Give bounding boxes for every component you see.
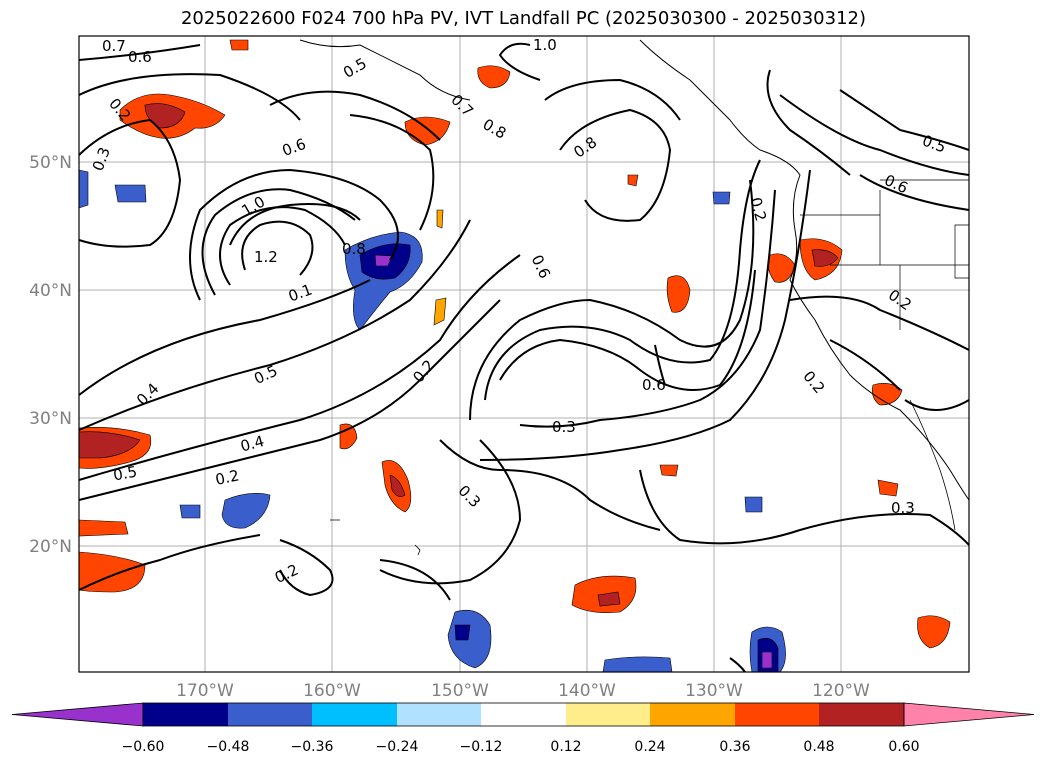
colorbar-tick: 0.24 — [634, 739, 665, 755]
colorbar-extend-max — [903, 702, 1035, 727]
colorbar-tick: −0.12 — [460, 739, 503, 755]
colorbar-segment — [228, 703, 312, 726]
colorbar-tick: −0.36 — [291, 739, 334, 755]
shade-patch — [389, 474, 406, 497]
contour-label: 1.2 — [254, 248, 278, 266]
colorbar-segment — [397, 703, 481, 726]
colorbar-segment — [481, 703, 566, 726]
contour-label: 1.0 — [533, 36, 557, 54]
colorbar-segment — [143, 703, 228, 726]
shade-patch — [78, 169, 89, 209]
shade-patch — [114, 184, 147, 203]
colorbar — [11, 702, 1035, 727]
contour-label: 0.4 — [238, 432, 266, 456]
lon-label: 150°W — [431, 681, 489, 701]
colorbar-segment — [312, 703, 397, 726]
contour-label: 0.7 — [102, 37, 126, 55]
lat-label: 30°N — [29, 409, 72, 429]
shade-patch — [433, 297, 447, 326]
colorbar-segment — [650, 703, 735, 726]
shade-patch — [454, 624, 471, 641]
shade-patch — [447, 609, 492, 669]
shade-patch — [659, 464, 679, 477]
latitude-labels: 50°N 40°N 30°N 20°N — [29, 153, 72, 557]
shade-patch — [877, 479, 899, 497]
lon-label: 130°W — [685, 681, 743, 701]
colorbar-tick: −0.48 — [207, 739, 250, 755]
lon-label: 120°W — [812, 681, 870, 701]
graticule — [79, 36, 969, 672]
contour-label: 0.6 — [128, 48, 152, 66]
lon-label: 160°W — [303, 681, 361, 701]
shade-patch — [666, 275, 691, 313]
colorbar-ticks: −0.60 −0.48 −0.36 −0.24 −0.12 0.12 0.24 … — [122, 739, 920, 755]
map-frame — [78, 35, 970, 673]
shade-patch — [221, 493, 271, 529]
shade-patch — [144, 103, 186, 129]
colorbar-segment — [735, 703, 819, 726]
shade-patch — [436, 209, 444, 229]
shade-patch — [597, 591, 621, 607]
colorbar-tick: 0.60 — [888, 739, 919, 755]
shade-patch — [78, 431, 141, 459]
shade-patch — [374, 254, 393, 267]
shade-patch — [627, 174, 639, 187]
colorbar-tick: −0.60 — [122, 739, 165, 755]
colorbar-tick: 0.48 — [803, 739, 834, 755]
shade-patch — [602, 656, 673, 673]
positive-shading — [78, 39, 951, 649]
colorbar-segment — [566, 703, 650, 726]
lon-label: 140°W — [558, 681, 616, 701]
shade-patch — [78, 519, 129, 537]
coastlines — [299, 39, 970, 556]
colorbar-extend-min — [11, 702, 144, 727]
contour-label: 0.2 — [746, 195, 770, 223]
longitude-labels: 170°W 160°W 150°W 140°W 130°W 120°W — [176, 681, 870, 701]
contour-label: 0.3 — [891, 499, 915, 517]
lat-label: 50°N — [29, 153, 72, 173]
colorbar-tick: −0.24 — [376, 739, 419, 755]
contour-label: 0.6 — [642, 376, 666, 394]
negative-shading — [78, 169, 786, 673]
shade-patch — [744, 496, 763, 513]
contour-label: 0.2 — [214, 466, 241, 489]
shade-patch — [229, 39, 249, 51]
colorbar-tick: 0.12 — [550, 739, 581, 755]
colorbar-segment — [819, 703, 904, 726]
shade-patch — [768, 253, 796, 283]
shade-patch — [477, 65, 511, 89]
shade-patch — [872, 383, 903, 406]
contour-label: 0.8 — [342, 240, 366, 258]
colorbar-tick: 0.36 — [719, 739, 750, 755]
map-title: 2025022600 F024 700 hPa PV, IVT Landfall… — [180, 8, 867, 29]
contour-label: 0.5 — [112, 463, 139, 485]
shade-patch — [811, 249, 839, 267]
shade-patch — [917, 615, 951, 649]
colorbar-outline — [142, 702, 905, 727]
pv-contours — [78, 42, 970, 673]
lon-label: 170°W — [176, 681, 234, 701]
lat-label: 20°N — [29, 537, 72, 557]
shade-patch — [712, 191, 731, 205]
shade-patch — [761, 651, 773, 669]
contour-label: 0.3 — [552, 418, 576, 436]
shade-patch — [179, 504, 201, 519]
lat-label: 40°N — [29, 281, 72, 301]
